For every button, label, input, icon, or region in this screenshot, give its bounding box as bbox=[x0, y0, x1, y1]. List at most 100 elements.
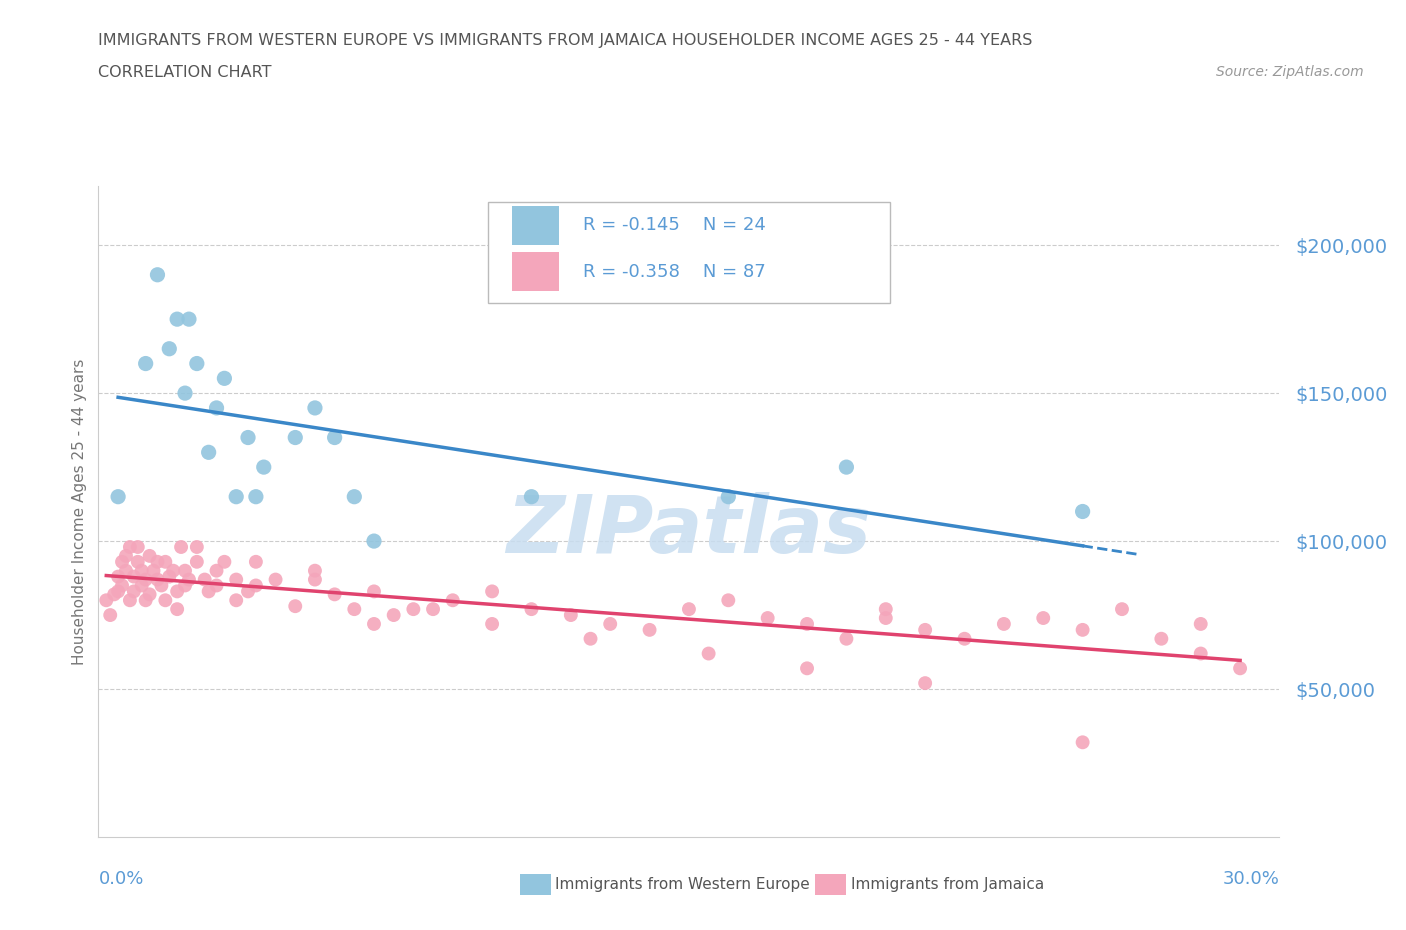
Point bbox=[225, 572, 247, 587]
Point bbox=[363, 617, 385, 631]
Point bbox=[717, 592, 740, 607]
Point bbox=[150, 578, 173, 593]
Point bbox=[174, 564, 197, 578]
Point bbox=[914, 622, 936, 637]
Point bbox=[1229, 661, 1251, 676]
Point bbox=[678, 602, 700, 617]
Point bbox=[146, 572, 169, 587]
Point bbox=[214, 371, 236, 386]
Point bbox=[205, 401, 228, 416]
Point bbox=[115, 564, 138, 578]
Point bbox=[98, 607, 121, 622]
Point bbox=[245, 489, 267, 504]
Point bbox=[194, 572, 217, 587]
Point bbox=[155, 554, 177, 569]
Text: 0.0%: 0.0% bbox=[98, 870, 143, 887]
Point bbox=[146, 554, 169, 569]
Point bbox=[118, 592, 141, 607]
Point bbox=[1189, 646, 1212, 661]
Point bbox=[875, 611, 897, 626]
Point bbox=[214, 554, 236, 569]
Point bbox=[135, 356, 157, 371]
Point bbox=[796, 617, 818, 631]
Point bbox=[304, 572, 326, 587]
Point bbox=[953, 631, 976, 646]
Point bbox=[796, 661, 818, 676]
Text: CORRELATION CHART: CORRELATION CHART bbox=[98, 65, 271, 80]
Text: Immigrants from Western Europe: Immigrants from Western Europe bbox=[555, 877, 810, 892]
Point bbox=[166, 312, 188, 326]
Text: Immigrants from Jamaica: Immigrants from Jamaica bbox=[851, 877, 1043, 892]
Point bbox=[157, 341, 180, 356]
Point bbox=[146, 267, 169, 282]
Point bbox=[96, 592, 118, 607]
Point bbox=[135, 592, 157, 607]
Point bbox=[253, 459, 276, 474]
Point bbox=[717, 489, 740, 504]
Bar bbox=[512, 206, 560, 245]
Point bbox=[363, 534, 385, 549]
Point bbox=[1071, 504, 1094, 519]
Point bbox=[1071, 735, 1094, 750]
Point bbox=[107, 569, 129, 584]
Point bbox=[756, 611, 779, 626]
Point bbox=[382, 607, 405, 622]
Point bbox=[103, 587, 125, 602]
Point bbox=[177, 312, 200, 326]
Point bbox=[107, 584, 129, 599]
Point bbox=[138, 549, 160, 564]
Point bbox=[1189, 617, 1212, 631]
Point bbox=[422, 602, 444, 617]
Point bbox=[205, 564, 228, 578]
Point bbox=[131, 578, 153, 593]
Point bbox=[481, 584, 503, 599]
Point bbox=[127, 539, 149, 554]
Point bbox=[174, 386, 197, 401]
Point bbox=[186, 539, 208, 554]
Point bbox=[520, 602, 543, 617]
Point bbox=[875, 602, 897, 617]
Y-axis label: Householder Income Ages 25 - 44 years: Householder Income Ages 25 - 44 years bbox=[72, 358, 87, 665]
Point bbox=[115, 549, 138, 564]
Point bbox=[162, 564, 184, 578]
Point bbox=[343, 602, 366, 617]
Text: ZIPatlas: ZIPatlas bbox=[506, 492, 872, 570]
Point bbox=[177, 572, 200, 587]
Point bbox=[914, 676, 936, 691]
Point bbox=[284, 599, 307, 614]
Point bbox=[481, 617, 503, 631]
Text: R = -0.358    N = 87: R = -0.358 N = 87 bbox=[582, 262, 765, 281]
Text: 30.0%: 30.0% bbox=[1223, 870, 1279, 887]
Point bbox=[186, 356, 208, 371]
Point bbox=[197, 584, 219, 599]
Point bbox=[127, 554, 149, 569]
Point bbox=[560, 607, 582, 622]
Point bbox=[1150, 631, 1173, 646]
Point bbox=[363, 584, 385, 599]
Point bbox=[579, 631, 602, 646]
Point bbox=[835, 459, 858, 474]
Point bbox=[1032, 611, 1054, 626]
Point bbox=[1111, 602, 1133, 617]
Point bbox=[993, 617, 1015, 631]
Point bbox=[835, 631, 858, 646]
Text: Source: ZipAtlas.com: Source: ZipAtlas.com bbox=[1216, 65, 1364, 79]
Point bbox=[245, 554, 267, 569]
Point bbox=[166, 602, 188, 617]
Point bbox=[599, 617, 621, 631]
Point bbox=[138, 587, 160, 602]
Point bbox=[343, 489, 366, 504]
Point bbox=[155, 592, 177, 607]
Point bbox=[170, 539, 193, 554]
Point bbox=[284, 430, 307, 445]
Point bbox=[142, 564, 165, 578]
Point bbox=[323, 430, 346, 445]
Point bbox=[236, 584, 259, 599]
Point bbox=[174, 578, 197, 593]
Bar bbox=[512, 252, 560, 291]
Point bbox=[197, 445, 219, 459]
Point bbox=[186, 554, 208, 569]
Point bbox=[638, 622, 661, 637]
Text: IMMIGRANTS FROM WESTERN EUROPE VS IMMIGRANTS FROM JAMAICA HOUSEHOLDER INCOME AGE: IMMIGRANTS FROM WESTERN EUROPE VS IMMIGR… bbox=[98, 33, 1033, 47]
Point bbox=[118, 539, 141, 554]
